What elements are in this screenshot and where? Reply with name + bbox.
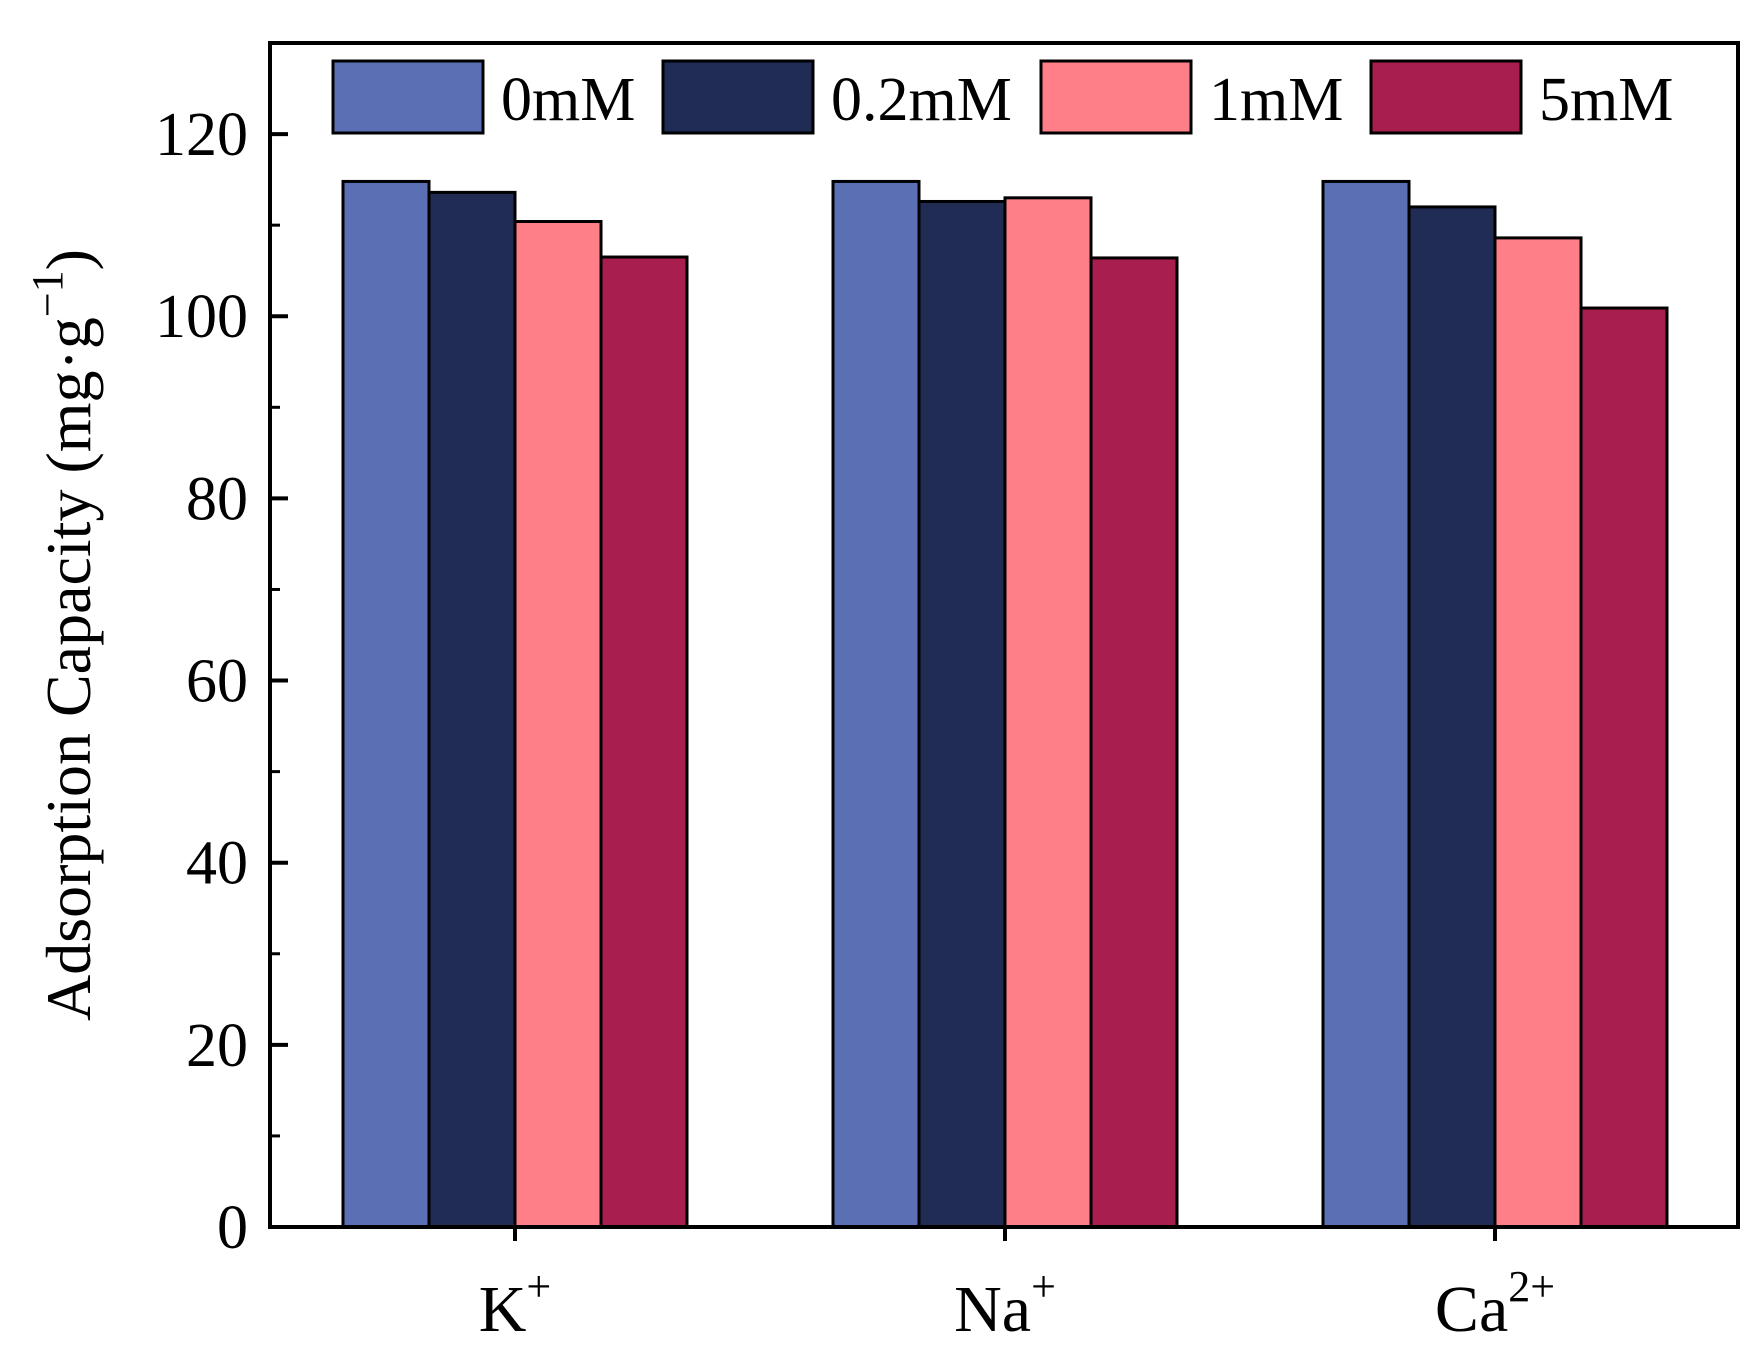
y-axis-label-close: ): [33, 249, 104, 270]
legend-swatch-0.2mM: [661, 59, 815, 135]
y-tick-label: 40: [186, 830, 248, 898]
y-tick-label: 0: [217, 1194, 248, 1262]
x-tick-label: K+: [479, 1262, 552, 1346]
bar-0.2mM-2: [1407, 205, 1497, 1229]
y-axis: 0 20 40 60 80 100 120: [155, 101, 288, 1262]
x-axis: K+ Na+ Ca2+: [479, 1227, 1555, 1346]
x-tick-label-base: Na: [954, 1273, 1031, 1346]
bar-1mM-2: [1493, 236, 1583, 1229]
bar-0mM-1: [831, 179, 921, 1229]
x-tick-label-sup: +: [526, 1262, 551, 1311]
y-tick-label: 80: [186, 465, 248, 533]
x-tick-label-base: K: [479, 1273, 527, 1346]
x-tick-label: Na+: [954, 1262, 1056, 1346]
y-tick-label: 100: [155, 283, 248, 351]
legend-label-1mM: 1mM: [1209, 66, 1343, 134]
legend-label-0mM: 0mM: [501, 66, 635, 134]
legend-swatch-0mM: [331, 59, 485, 135]
x-tick-label: Ca2+: [1435, 1262, 1555, 1346]
bar-0.2mM-1: [917, 199, 1007, 1229]
bar-0mM-2: [1321, 179, 1411, 1229]
y-tick-label: 60: [186, 648, 248, 716]
legend-swatch-5mM: [1369, 59, 1523, 135]
bar-1mM-0: [513, 220, 603, 1229]
legend-swatch-1mM: [1039, 59, 1193, 135]
x-tick-label-base: Ca: [1435, 1273, 1508, 1346]
x-tick-label-sup: +: [1031, 1262, 1056, 1311]
bar-1mM-1: [1003, 196, 1093, 1229]
y-axis-label-text: Adsorption Capacity (mg·g: [33, 317, 104, 1021]
bar-5mM-2: [1579, 306, 1669, 1229]
bars-group: [341, 179, 1669, 1229]
bar-0.2mM-0: [427, 190, 517, 1229]
y-axis-label-sup: −1: [23, 270, 72, 317]
bar-5mM-0: [599, 255, 689, 1229]
legend: 0mM 0.2mM 1mM 5mM: [331, 59, 1673, 135]
bar-5mM-1: [1089, 256, 1179, 1229]
bar-0mM-0: [341, 179, 431, 1229]
x-tick-label-sup: 2+: [1508, 1262, 1555, 1311]
y-axis-label: Adsorption Capacity (mg·g−1): [23, 249, 104, 1021]
legend-label-5mM: 5mM: [1539, 66, 1673, 134]
y-tick-label: 20: [186, 1012, 248, 1080]
y-tick-label: 120: [155, 101, 248, 169]
legend-label-0.2mM: 0.2mM: [831, 66, 1012, 134]
